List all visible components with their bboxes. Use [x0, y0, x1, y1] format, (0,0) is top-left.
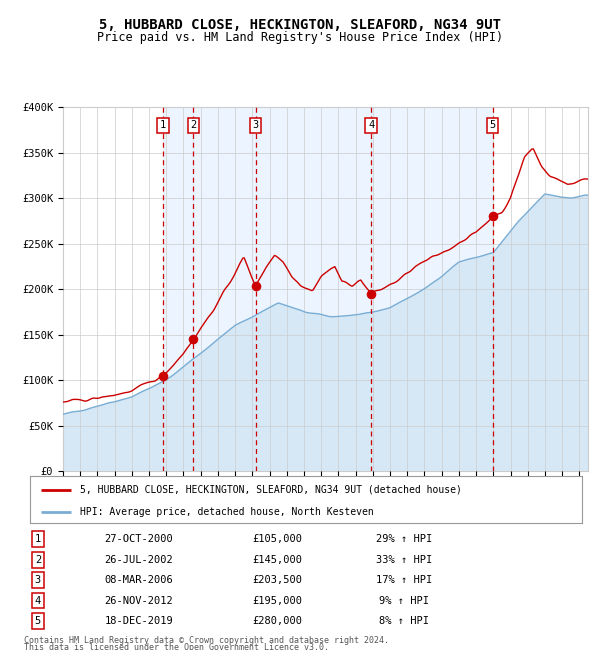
Text: 29% ↑ HPI: 29% ↑ HPI [376, 534, 432, 544]
Text: HPI: Average price, detached house, North Kesteven: HPI: Average price, detached house, Nort… [80, 506, 373, 517]
Point [367, 289, 376, 299]
Bar [256, 107, 371, 471]
Text: 4: 4 [368, 120, 374, 131]
Text: 8% ↑ HPI: 8% ↑ HPI [379, 616, 428, 626]
Bar [193, 107, 256, 471]
Text: 5, HUBBARD CLOSE, HECKINGTON, SLEAFORD, NG34 9UT: 5, HUBBARD CLOSE, HECKINGTON, SLEAFORD, … [99, 18, 501, 32]
Text: 4: 4 [35, 595, 41, 606]
Text: 1: 1 [160, 120, 166, 131]
Text: 18-DEC-2019: 18-DEC-2019 [104, 616, 173, 626]
Text: 1: 1 [35, 534, 41, 544]
Text: £280,000: £280,000 [252, 616, 302, 626]
Bar [371, 107, 493, 471]
Text: Contains HM Land Registry data © Crown copyright and database right 2024.: Contains HM Land Registry data © Crown c… [24, 636, 389, 645]
Text: 9% ↑ HPI: 9% ↑ HPI [379, 595, 428, 606]
Point [158, 370, 168, 381]
Text: 3: 3 [35, 575, 41, 585]
Text: 5: 5 [35, 616, 41, 626]
Text: 2: 2 [35, 554, 41, 565]
Text: 26-JUL-2002: 26-JUL-2002 [104, 554, 173, 565]
Text: This data is licensed under the Open Government Licence v3.0.: This data is licensed under the Open Gov… [24, 644, 329, 650]
Text: 33% ↑ HPI: 33% ↑ HPI [376, 554, 432, 565]
Point [188, 334, 198, 345]
Point [251, 281, 260, 291]
Point [488, 211, 497, 222]
Text: £195,000: £195,000 [252, 595, 302, 606]
Text: 08-MAR-2006: 08-MAR-2006 [104, 575, 173, 585]
Bar [163, 107, 193, 471]
Text: £145,000: £145,000 [252, 554, 302, 565]
Text: 5: 5 [490, 120, 496, 131]
Text: Price paid vs. HM Land Registry's House Price Index (HPI): Price paid vs. HM Land Registry's House … [97, 31, 503, 44]
Text: 17% ↑ HPI: 17% ↑ HPI [376, 575, 432, 585]
Text: 3: 3 [253, 120, 259, 131]
Text: 27-OCT-2000: 27-OCT-2000 [104, 534, 173, 544]
Text: 26-NOV-2012: 26-NOV-2012 [104, 595, 173, 606]
Text: 2: 2 [190, 120, 196, 131]
Text: £105,000: £105,000 [252, 534, 302, 544]
Text: £203,500: £203,500 [252, 575, 302, 585]
Text: 5, HUBBARD CLOSE, HECKINGTON, SLEAFORD, NG34 9UT (detached house): 5, HUBBARD CLOSE, HECKINGTON, SLEAFORD, … [80, 484, 461, 495]
